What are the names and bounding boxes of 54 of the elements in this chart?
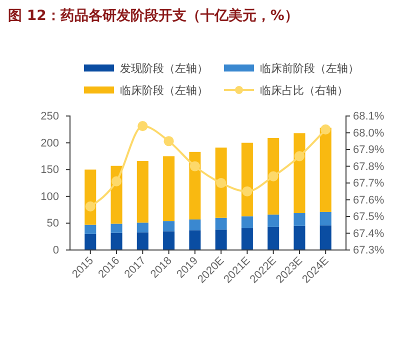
bar	[163, 156, 175, 222]
y2-tick-label: 68.0%	[353, 127, 384, 140]
point	[190, 161, 200, 172]
chart-title: 图 12：药品各研发阶段开支（十亿美元，%）	[8, 7, 298, 24]
point	[268, 171, 278, 182]
bar	[189, 219, 201, 230]
y2-tick-label: 67.5%	[353, 211, 384, 224]
legend-label: 临床前阶段（左轴）	[260, 62, 359, 75]
y2-tick-label: 67.6%	[353, 194, 384, 206]
point	[294, 151, 305, 162]
legend-label: 临床阶段（左轴）	[120, 84, 208, 97]
bar	[320, 212, 332, 226]
point	[164, 136, 174, 146]
y2-tick-label: 67.8%	[353, 160, 384, 173]
y-tick-label: 0	[52, 244, 59, 257]
y-tick-label: 250	[40, 110, 59, 123]
y2-tick-label: 67.4%	[353, 228, 384, 240]
bar	[268, 214, 280, 227]
bar	[215, 230, 227, 250]
point	[138, 121, 148, 132]
y-tick-label: 50	[46, 218, 59, 230]
y-tick-label: 100	[40, 190, 59, 203]
bar	[320, 128, 332, 212]
bar	[241, 216, 253, 228]
bar	[136, 222, 148, 232]
bar	[294, 213, 306, 226]
bar	[136, 161, 148, 223]
bar	[215, 218, 227, 230]
y2-tick-label: 68.1%	[353, 110, 384, 123]
bar	[110, 224, 122, 233]
y2-tick-label: 67.3%	[353, 244, 384, 257]
bar	[163, 221, 175, 232]
bar	[84, 224, 96, 234]
y-tick-label: 150	[40, 164, 59, 176]
point	[85, 201, 96, 212]
bar	[110, 232, 122, 250]
point	[320, 124, 331, 134]
bar	[320, 225, 332, 250]
bar	[84, 234, 96, 250]
bar	[294, 226, 306, 250]
bar	[268, 226, 280, 250]
y-tick-label: 200	[40, 137, 59, 150]
legend-label: 发现阶段（左轴）	[120, 62, 208, 75]
point	[216, 178, 226, 188]
y2-tick-label: 67.7%	[353, 178, 384, 190]
point	[111, 176, 122, 186]
bar	[163, 231, 175, 250]
bar	[189, 230, 201, 250]
bar	[136, 232, 148, 250]
point	[242, 186, 252, 196]
y2-tick-label: 67.9%	[353, 144, 384, 156]
bar	[241, 228, 253, 250]
legend-label: 临床占比（右轴）	[260, 84, 348, 97]
bar	[241, 142, 253, 216]
